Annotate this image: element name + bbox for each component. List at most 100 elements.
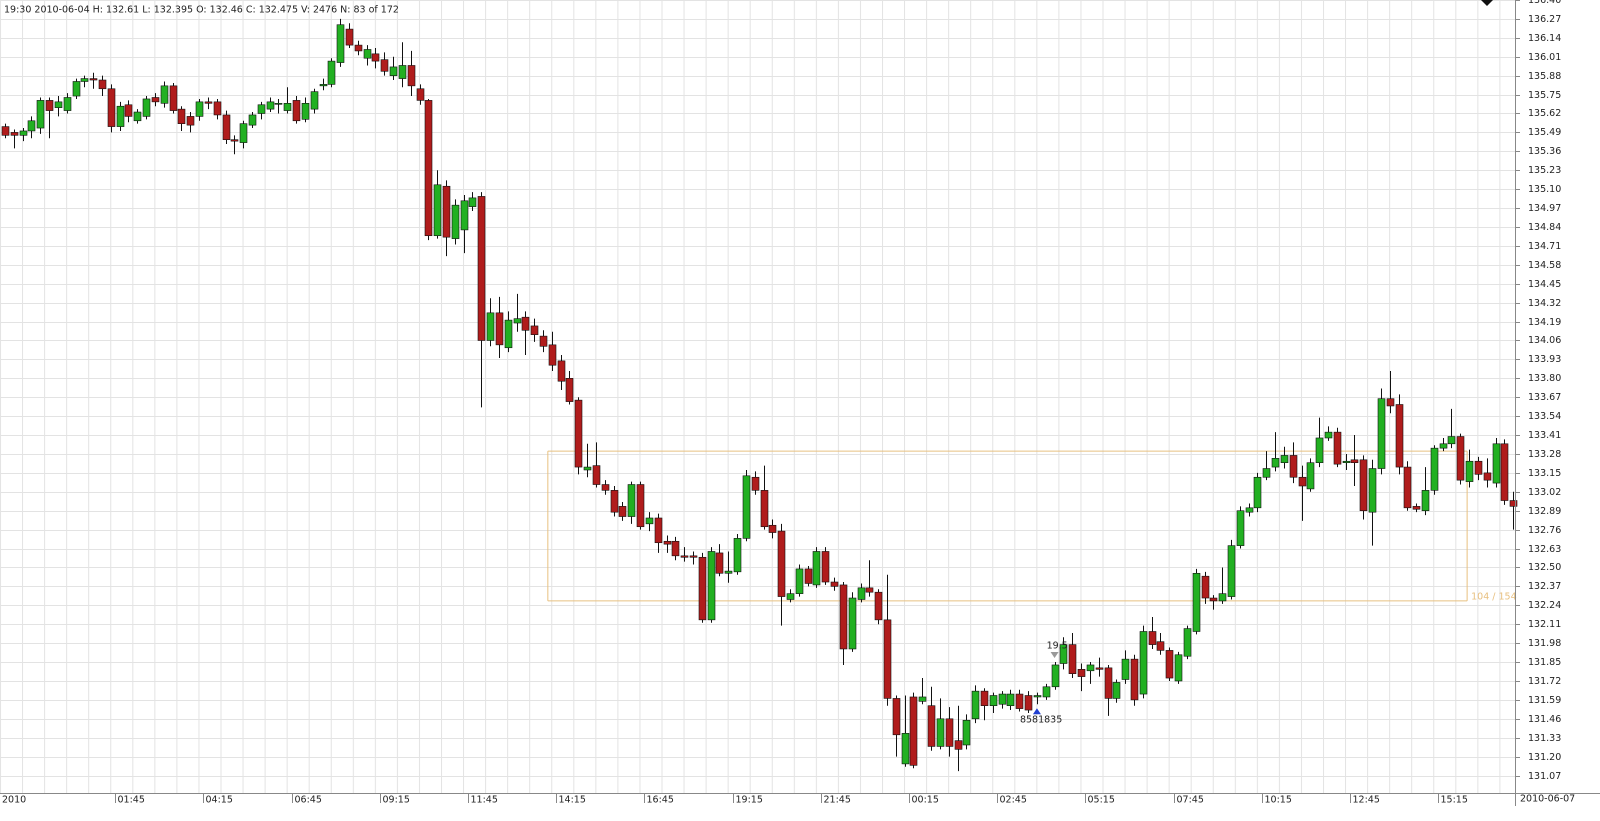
y-tick-label: 133.02 (1528, 487, 1561, 498)
candle-body (1139, 631, 1148, 695)
y-tick-label: 133.93 (1528, 354, 1561, 365)
candle-body (786, 593, 795, 600)
candle-body (1104, 667, 1113, 699)
candle-body (1253, 476, 1262, 509)
candle-body (292, 100, 301, 122)
candle-body (583, 466, 592, 471)
candle-body (1051, 664, 1060, 688)
y-tick-label: 134.19 (1528, 317, 1561, 328)
candle-body (1368, 468, 1377, 513)
candle-body (1306, 462, 1315, 490)
candle-body (1086, 664, 1095, 672)
candle-body (565, 378, 574, 402)
candle-body (98, 79, 107, 90)
candle-body (151, 97, 160, 103)
candle-body (804, 568, 813, 584)
candle-body (521, 316, 530, 331)
candle-body (248, 114, 257, 126)
candle-body (72, 81, 81, 97)
candle-body (442, 185, 451, 238)
candle-body (707, 551, 716, 621)
candle-body (107, 88, 116, 127)
candle-body (1421, 490, 1430, 512)
candle-body (380, 59, 389, 72)
candle-body (530, 325, 539, 335)
x-tick-label: 01:45 (118, 795, 145, 806)
candle-body (636, 484, 645, 528)
candle-body (1245, 507, 1254, 513)
x-tick-label: 07:45 (1177, 795, 1204, 806)
y-tick-label: 133.41 (1528, 430, 1561, 441)
candle-body (36, 100, 45, 129)
horizontal-grid (0, 0, 1515, 777)
candle-body (204, 101, 213, 104)
y-tick-label: 134.71 (1528, 241, 1561, 252)
candle-body (1006, 693, 1015, 706)
candle-body (363, 49, 372, 59)
x-tick-label: 02:45 (1000, 795, 1027, 806)
y-tick-label: 134.32 (1528, 298, 1561, 309)
candle-body (1271, 458, 1280, 468)
candle-body (1483, 472, 1492, 481)
candle-body (1474, 460, 1483, 475)
candle-body (116, 105, 125, 127)
candle-body (63, 97, 72, 111)
candle-body (1403, 466, 1412, 509)
candle-body (1042, 686, 1051, 698)
candle-body (1209, 597, 1218, 602)
y-tick-label: 135.75 (1528, 90, 1561, 101)
y-tick-label: 131.46 (1528, 714, 1561, 725)
candle-body (618, 506, 627, 517)
candle-body (1068, 644, 1077, 674)
x-tick-label: 16:45 (647, 795, 674, 806)
candle-body (760, 490, 769, 528)
candle-body (1456, 436, 1465, 481)
y-tick-label: 132.11 (1528, 619, 1561, 630)
candle-body (839, 584, 848, 650)
candle-body (1148, 631, 1157, 645)
candle-body (1395, 404, 1404, 468)
candle-body (901, 733, 910, 765)
y-tick-label: 135.49 (1528, 127, 1561, 138)
candle-body (1447, 436, 1456, 445)
candle-body (1439, 443, 1448, 449)
candle-body (857, 587, 866, 600)
y-tick-label: 134.06 (1528, 335, 1561, 346)
x-tick-label: 2010 (2, 795, 26, 806)
candle-body (477, 196, 486, 341)
candle-body (1015, 693, 1024, 709)
candle-body (971, 690, 980, 720)
candle-body (1412, 506, 1421, 510)
x-tick-label: 06:45 (295, 795, 322, 806)
candle-body (865, 587, 874, 593)
candle-body (433, 184, 442, 237)
y-tick-label: 134.58 (1528, 260, 1561, 271)
candle-body (257, 104, 266, 114)
candle-body (812, 551, 821, 586)
candle-body (266, 101, 275, 110)
x-tick-label: 15:15 (1441, 795, 1468, 806)
candle-body (468, 197, 477, 207)
candle-body (398, 65, 407, 79)
candle-body (389, 66, 398, 76)
candle-body (795, 568, 804, 594)
candle-body (124, 104, 133, 117)
candle-body (186, 116, 195, 126)
candle-body (848, 597, 857, 650)
candle-body (89, 78, 98, 81)
candle-body (830, 581, 839, 587)
x-tick-label: 12:45 (1353, 795, 1380, 806)
candle-body (1280, 455, 1289, 464)
x-tick-label: 19:15 (736, 795, 763, 806)
candle-body (1201, 575, 1210, 599)
axes: 131.07 131.20 131.33 131.46 131.59 131.72 131.… (2, 0, 1561, 806)
candle-body (663, 540, 672, 545)
candle-body (645, 517, 654, 525)
candle-body (821, 551, 830, 583)
candle-body (195, 101, 204, 117)
candle-body (230, 139, 239, 142)
x-tick-label: 00:15 (912, 795, 939, 806)
marker-label: 8581835 (1020, 715, 1062, 726)
